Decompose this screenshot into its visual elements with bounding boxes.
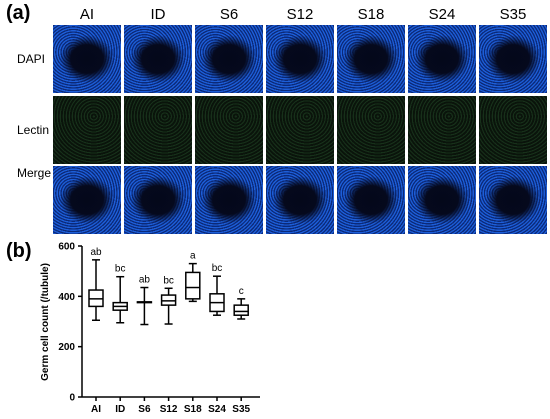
dapi-micrograph-s6 [195, 25, 263, 93]
lectin-micrograph-s18 [337, 96, 405, 164]
row-label-lectin: Lectin [17, 123, 50, 137]
dapi-micrograph-ai [53, 25, 121, 93]
merge-micrograph-s6 [195, 166, 263, 234]
dapi-micrograph-s35 [479, 25, 547, 93]
merge-micrograph-ai [53, 166, 121, 234]
panel-b-label: (b) [6, 240, 32, 262]
significance-letter-ai: ab [90, 247, 102, 258]
column-label-ai: AI [79, 6, 95, 23]
significance-letter-s35: c [239, 286, 244, 297]
box-s35 [233, 304, 249, 316]
x-tick-label-id: ID [115, 404, 125, 415]
significance-letter-s18: a [190, 251, 196, 262]
x-tick-label-s24: S24 [208, 404, 226, 415]
column-label-s35: S35 [499, 6, 527, 23]
dapi-micrograph-s12 [266, 25, 334, 93]
dapi-micrograph-s18 [337, 25, 405, 93]
x-tick-label-s35: S35 [232, 404, 250, 415]
row-label-merge: Merge [17, 166, 52, 180]
significance-letter-id: bc [115, 264, 126, 275]
box-s12 [160, 294, 177, 306]
significance-letter-s12: bc [163, 275, 174, 286]
merge-micrograph-s35 [479, 166, 547, 234]
column-label-s6: S6 [219, 6, 239, 23]
y-tick-label-200: 200 [58, 342, 75, 353]
merge-micrograph-s18 [337, 166, 405, 234]
x-tick-label-s12: S12 [160, 404, 178, 415]
row-label-dapi: DAPI [17, 52, 46, 66]
column-label-s24: S24 [428, 6, 456, 23]
significance-letter-s6: ab [139, 275, 151, 286]
dapi-micrograph-id [124, 25, 192, 93]
y-tick-label-400: 400 [58, 292, 75, 303]
x-tick-label-ai: AI [91, 404, 101, 415]
merge-micrograph-id [124, 166, 192, 234]
panel-a-label: (a) [6, 2, 31, 24]
column-label-id: ID [150, 6, 166, 23]
x-tick-label-s18: S18 [184, 404, 202, 415]
lectin-micrograph-ai [53, 96, 121, 164]
lectin-micrograph-s35 [479, 96, 547, 164]
box-s18 [185, 271, 201, 300]
lectin-micrograph-s24 [408, 96, 476, 164]
lectin-micrograph-s6 [195, 96, 263, 164]
dapi-micrograph-s24 [408, 25, 476, 93]
y-tick-label-600: 600 [58, 242, 75, 253]
y-axis-label: Germ cell count (/tubule) [40, 263, 51, 381]
y-tick-label-0: 0 [69, 393, 75, 404]
significance-letter-s24: bc [212, 263, 223, 274]
x-tick-label-s6: S6 [138, 404, 151, 415]
lectin-micrograph-s12 [266, 96, 334, 164]
column-label-s18: S18 [357, 6, 385, 23]
merge-micrograph-s12 [266, 166, 334, 234]
lectin-micrograph-id [124, 96, 192, 164]
merge-micrograph-s24 [408, 166, 476, 234]
column-label-s12: S12 [286, 6, 314, 23]
